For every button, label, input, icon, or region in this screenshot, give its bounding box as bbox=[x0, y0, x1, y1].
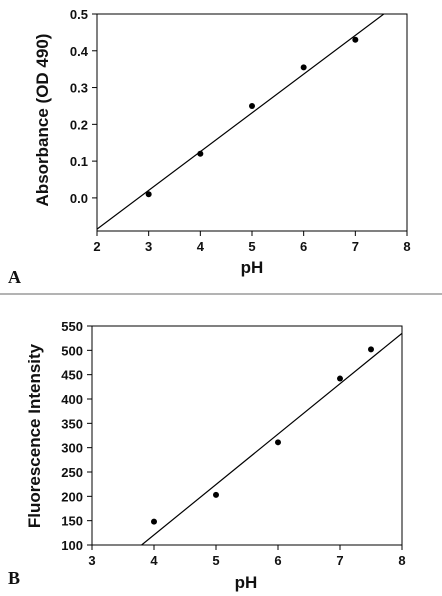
y-tick-label: 0.1 bbox=[70, 154, 88, 169]
data-point-b-3 bbox=[275, 439, 281, 446]
panel-label-a: A bbox=[8, 267, 21, 287]
y-tick-label: 0.0 bbox=[70, 191, 88, 206]
data-point-a-3 bbox=[249, 102, 255, 109]
x-tick-label: 5 bbox=[248, 239, 255, 254]
y-tick-label: 100 bbox=[61, 538, 83, 553]
x-tick-label: 8 bbox=[403, 239, 410, 254]
x-tick-label: 5 bbox=[212, 553, 219, 568]
plot-frame-a bbox=[96, 13, 408, 232]
y-axis-label-a: Absorbance (OD 490) bbox=[33, 34, 52, 207]
y-tick-label: 0.4 bbox=[70, 44, 89, 59]
y-tick-label: 0.2 bbox=[70, 117, 88, 132]
y-ticks-a: 0.0 0.1 0.2 0.3 0.4 0.5 bbox=[70, 7, 97, 206]
y-tick-label: 450 bbox=[61, 368, 83, 383]
y-tick-label: 250 bbox=[61, 465, 83, 480]
y-axis-label-b: Fluorescence Intensity bbox=[25, 343, 44, 528]
y-tick-label: 300 bbox=[61, 441, 83, 456]
chart-a: 2 3 4 5 6 7 8 0.0 0.1 0.2 0.3 0.4 0.5 pH Absorbance… bbox=[8, 7, 411, 287]
x-tick-label: 6 bbox=[300, 239, 307, 254]
panel-label-b: B bbox=[8, 568, 20, 588]
x-tick-label: 6 bbox=[274, 553, 281, 568]
data-point-b-5 bbox=[368, 346, 374, 353]
x-tick-label: 7 bbox=[336, 553, 343, 568]
data-point-a-5 bbox=[352, 36, 359, 43]
chart-b: 3 4 5 6 7 8 100 150 200 250 300 350 400 450 500 550 pH… bbox=[8, 319, 406, 592]
x-tick-label: 3 bbox=[88, 553, 95, 568]
x-tick-label: 4 bbox=[197, 239, 205, 254]
x-axis-label-a: pH bbox=[241, 258, 264, 277]
x-tick-label: 2 bbox=[93, 239, 100, 254]
x-ticks-b: 3 4 5 6 7 8 bbox=[88, 545, 406, 568]
y-tick-label: 550 bbox=[61, 319, 83, 334]
data-point-a-2 bbox=[197, 150, 204, 157]
y-tick-label: 0.3 bbox=[70, 81, 88, 96]
data-point-a-1 bbox=[145, 191, 152, 198]
points-b-group bbox=[151, 346, 374, 525]
data-point-b-1 bbox=[151, 518, 157, 525]
x-tick-label: 7 bbox=[352, 239, 359, 254]
fit-line-b bbox=[141, 332, 402, 545]
data-point-b-4 bbox=[337, 375, 343, 382]
plot-frame-b bbox=[91, 325, 403, 546]
y-tick-label: 200 bbox=[61, 489, 83, 504]
y-tick-label: 500 bbox=[61, 343, 83, 358]
x-tick-label: 3 bbox=[145, 239, 152, 254]
y-tick-label: 400 bbox=[61, 392, 83, 407]
fit-line-a-group bbox=[97, 14, 385, 230]
y-tick-label: 150 bbox=[61, 514, 83, 529]
data-point-a-4 bbox=[300, 64, 307, 71]
y-ticks-b: 100 150 200 250 300 350 400 450 500 550 bbox=[61, 319, 92, 553]
x-tick-label: 8 bbox=[398, 553, 405, 568]
x-axis-label-b: pH bbox=[235, 573, 258, 592]
points-a-group bbox=[145, 36, 359, 198]
y-tick-label: 350 bbox=[61, 416, 83, 431]
fit-line-b-group bbox=[141, 332, 402, 545]
x-ticks-a: 2 3 4 5 6 7 8 bbox=[93, 231, 411, 254]
x-tick-label: 4 bbox=[150, 553, 158, 568]
data-point-b-2 bbox=[213, 491, 219, 498]
y-tick-label: 0.5 bbox=[70, 7, 88, 22]
fit-line-a bbox=[97, 14, 385, 230]
